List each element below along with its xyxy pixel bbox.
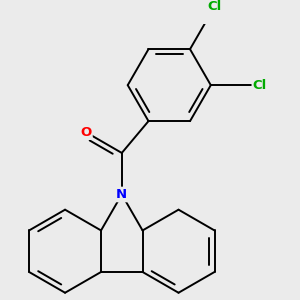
Text: O: O: [80, 126, 92, 139]
Text: Cl: Cl: [253, 79, 267, 92]
Text: N: N: [116, 188, 128, 201]
Text: Cl: Cl: [208, 0, 222, 13]
